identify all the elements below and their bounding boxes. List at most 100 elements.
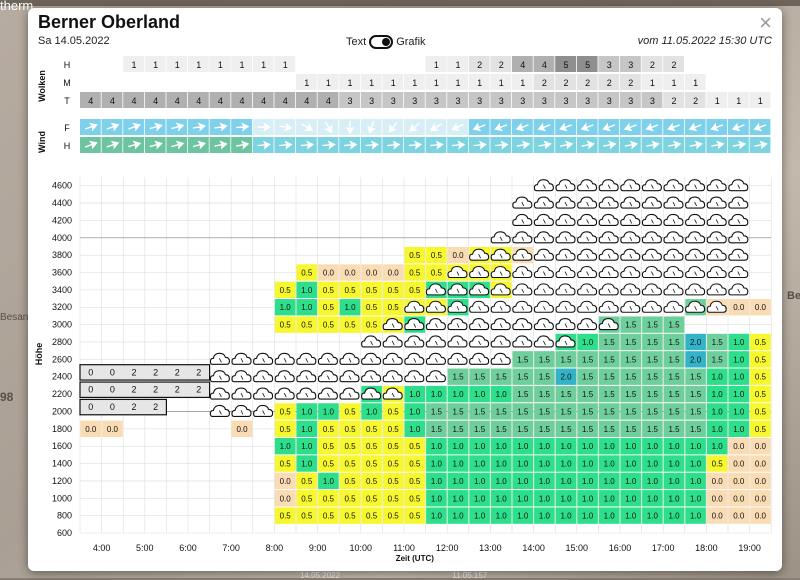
layer-label-value: 0 (88, 402, 93, 412)
cloud-cell (706, 74, 728, 90)
value-cell (555, 351, 577, 368)
value-cell (728, 420, 750, 437)
value-cell (339, 420, 361, 437)
value-cell (274, 281, 296, 299)
cloud-cell (360, 92, 382, 108)
value-cell (663, 403, 685, 420)
value-cell-label: 0.5 (388, 303, 400, 312)
close-icon[interactable]: × (759, 10, 772, 35)
cloud-cell (576, 92, 598, 108)
wind-arrow-shape (430, 140, 444, 150)
cloud-cell (339, 56, 360, 72)
cloud-icon (663, 248, 684, 261)
view-toggle[interactable]: Text Grafik (346, 35, 426, 49)
value-cell (361, 264, 382, 281)
cloud-cell (80, 92, 101, 108)
cloud-cell (296, 74, 317, 90)
toggle-text-label: Text (346, 36, 367, 48)
wind-arrow-icon (214, 140, 228, 150)
value-cell-label: 1.0 (452, 390, 464, 399)
layer-box (79, 398, 168, 416)
cloud-icon-drop (651, 219, 654, 224)
cloud-icon (685, 213, 706, 226)
value-cell-label: 1.5 (647, 321, 659, 330)
layer-label-value: 2 (131, 367, 136, 377)
cloud-cell-value: 1 (477, 78, 482, 88)
cloud-icon (620, 265, 641, 279)
cloud-icon-drop (413, 340, 417, 346)
cloud-cell-value: 3 (477, 96, 482, 106)
wind-row-label: H (64, 141, 71, 151)
value-cell-label: 1.5 (474, 425, 486, 434)
value-cell-label: 2.0 (560, 373, 572, 382)
cloud-cell-value: 4 (153, 96, 158, 106)
cloud-cell-value: 3 (628, 60, 633, 70)
wind-arrow-icon (559, 122, 572, 132)
value-cell (361, 420, 382, 437)
wind-arrow-icon (711, 140, 725, 150)
cloud-icon-drop (543, 201, 546, 207)
value-cell-label: 1.0 (647, 442, 659, 451)
cloud-icon (598, 300, 619, 313)
wind-arrow-shape (235, 140, 250, 150)
value-cell-label: 1.5 (517, 355, 529, 364)
cloud-icon-drop (694, 253, 697, 259)
cloud-icon (339, 370, 360, 383)
cloud-icon (555, 231, 576, 244)
value-cell (555, 455, 577, 472)
value-cell (296, 490, 318, 507)
cloud-icon-drop (283, 358, 287, 363)
wind-arrow-icon (603, 140, 617, 150)
cloud-icon-drop (672, 184, 676, 189)
cloud-icon (577, 300, 598, 313)
value-cell (728, 351, 750, 368)
cloud-icon (641, 300, 662, 313)
value-cell-label: 1.5 (582, 425, 594, 434)
value-cell (555, 472, 577, 490)
wind-arrow-icon (624, 140, 639, 150)
value-cell (555, 490, 577, 507)
cloud-icon-drop (435, 358, 438, 363)
wind-arrow-shape (494, 122, 508, 132)
toggle-switch[interactable] (369, 35, 394, 49)
value-cell (642, 455, 663, 472)
value-cell-label: 0.0 (712, 512, 724, 521)
value-cell (620, 333, 642, 351)
value-cell-label: 0.5 (301, 477, 313, 486)
value-cell-label: 1.0 (733, 390, 745, 399)
map-label-top: therm (0, 0, 34, 13)
cloud-icon-drop (435, 288, 438, 294)
value-cell-label: 0.5 (280, 321, 292, 330)
value-cell-label: 0.5 (323, 442, 335, 451)
value-cell (296, 437, 318, 455)
value-cell (642, 472, 663, 490)
value-cell-label: 1.0 (690, 512, 702, 521)
value-cell-label: 1.5 (625, 373, 637, 382)
cloud-icon (209, 387, 230, 400)
value-cell-label: 0.0 (755, 494, 767, 503)
cloud-cell-value: 1 (347, 78, 352, 88)
value-cell-label: 1.5 (690, 390, 702, 399)
wind-arrow-shape (623, 122, 637, 132)
map-label-side: 98 (0, 390, 14, 404)
cloud-icon-drop (499, 271, 503, 276)
cloud-icon-drop (521, 253, 525, 259)
altitude-tick-label: 800 (57, 511, 72, 521)
cloud-icon (490, 352, 511, 365)
value-cell-label: 1.5 (582, 407, 594, 416)
map-label-left: Besan (0, 312, 29, 323)
cloud-icon (490, 248, 511, 261)
wind-arrow-icon (279, 122, 293, 132)
cloud-icon-drop (694, 306, 697, 311)
value-cell-label: 0.5 (409, 512, 421, 521)
time-tick-label: 9:00 (309, 543, 327, 553)
cloud-icon (620, 231, 641, 244)
value-cell-label: 1.0 (474, 390, 486, 399)
value-cell-label: 0.0 (733, 303, 745, 312)
value-cell (490, 490, 512, 507)
cloud-cell (447, 74, 468, 90)
value-cell-label: 1.5 (431, 407, 443, 416)
cloud-icon (663, 179, 684, 192)
value-cell (685, 437, 706, 455)
wind-arrow-shape (388, 121, 398, 133)
